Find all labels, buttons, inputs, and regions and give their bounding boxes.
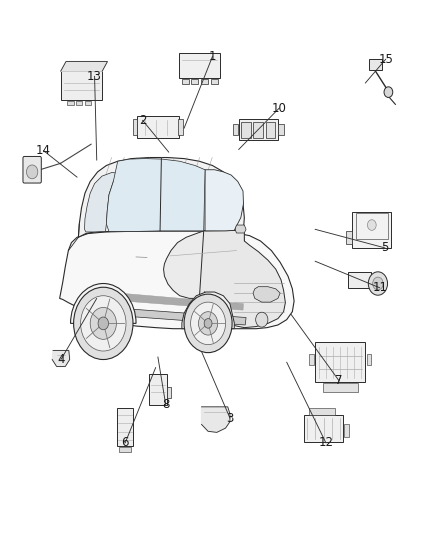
Polygon shape xyxy=(201,407,230,432)
FancyBboxPatch shape xyxy=(179,53,220,78)
Polygon shape xyxy=(88,290,244,310)
FancyBboxPatch shape xyxy=(178,119,183,135)
Polygon shape xyxy=(205,169,244,231)
Text: 8: 8 xyxy=(162,398,170,411)
Circle shape xyxy=(184,294,232,353)
FancyBboxPatch shape xyxy=(61,71,102,100)
Text: 7: 7 xyxy=(336,374,343,387)
FancyBboxPatch shape xyxy=(211,79,218,84)
Circle shape xyxy=(90,308,117,340)
FancyBboxPatch shape xyxy=(266,123,276,139)
Circle shape xyxy=(191,302,226,345)
FancyBboxPatch shape xyxy=(166,387,171,398)
FancyBboxPatch shape xyxy=(137,116,179,139)
Text: 10: 10 xyxy=(272,102,287,115)
Polygon shape xyxy=(106,159,205,231)
FancyBboxPatch shape xyxy=(119,447,131,452)
FancyBboxPatch shape xyxy=(191,79,198,84)
Polygon shape xyxy=(199,230,286,328)
Circle shape xyxy=(98,317,109,330)
Circle shape xyxy=(74,287,133,360)
FancyBboxPatch shape xyxy=(279,124,284,135)
FancyBboxPatch shape xyxy=(149,374,166,405)
FancyBboxPatch shape xyxy=(309,354,314,365)
Text: 12: 12 xyxy=(318,437,333,449)
Polygon shape xyxy=(163,230,244,298)
Circle shape xyxy=(26,165,38,179)
Text: 3: 3 xyxy=(226,411,233,424)
Circle shape xyxy=(367,220,376,230)
FancyBboxPatch shape xyxy=(367,354,371,365)
FancyBboxPatch shape xyxy=(85,101,91,106)
FancyBboxPatch shape xyxy=(67,101,74,106)
Polygon shape xyxy=(61,62,107,71)
FancyBboxPatch shape xyxy=(323,383,358,392)
FancyBboxPatch shape xyxy=(133,119,138,135)
FancyBboxPatch shape xyxy=(304,415,343,442)
Wedge shape xyxy=(71,284,136,324)
FancyBboxPatch shape xyxy=(346,231,352,245)
FancyBboxPatch shape xyxy=(76,101,82,106)
Text: 5: 5 xyxy=(381,241,389,254)
Polygon shape xyxy=(85,172,119,232)
Circle shape xyxy=(368,272,388,295)
FancyBboxPatch shape xyxy=(239,119,278,140)
Circle shape xyxy=(81,296,126,351)
Circle shape xyxy=(204,319,212,328)
FancyBboxPatch shape xyxy=(201,79,208,84)
FancyBboxPatch shape xyxy=(348,272,371,288)
Polygon shape xyxy=(52,351,70,367)
Polygon shape xyxy=(78,158,244,237)
FancyBboxPatch shape xyxy=(23,157,41,183)
FancyBboxPatch shape xyxy=(352,212,392,248)
Circle shape xyxy=(256,312,268,327)
Circle shape xyxy=(198,312,218,335)
Polygon shape xyxy=(60,231,294,329)
Text: 6: 6 xyxy=(121,437,129,449)
Polygon shape xyxy=(235,225,246,233)
Text: 2: 2 xyxy=(139,114,146,127)
Text: 15: 15 xyxy=(378,53,393,66)
FancyBboxPatch shape xyxy=(233,124,238,135)
FancyBboxPatch shape xyxy=(182,79,189,84)
Text: 13: 13 xyxy=(87,70,102,83)
Text: 14: 14 xyxy=(36,144,51,157)
FancyBboxPatch shape xyxy=(315,342,365,382)
Polygon shape xyxy=(86,306,246,325)
Text: 4: 4 xyxy=(57,353,65,366)
FancyBboxPatch shape xyxy=(344,424,349,438)
Circle shape xyxy=(373,277,383,290)
FancyBboxPatch shape xyxy=(369,59,382,70)
FancyBboxPatch shape xyxy=(309,408,335,415)
FancyBboxPatch shape xyxy=(241,123,251,139)
FancyBboxPatch shape xyxy=(117,408,134,446)
Text: 11: 11 xyxy=(372,281,387,294)
Text: 1: 1 xyxy=(208,50,216,63)
Circle shape xyxy=(384,87,393,98)
FancyBboxPatch shape xyxy=(254,123,263,139)
Polygon shape xyxy=(182,292,234,329)
Polygon shape xyxy=(253,287,280,302)
